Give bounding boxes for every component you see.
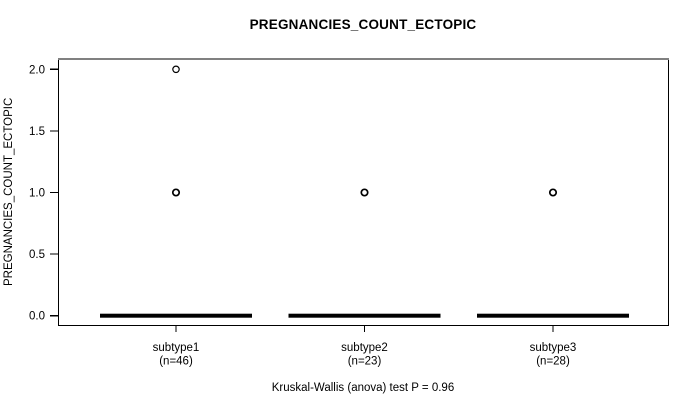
outlier-point: [360, 188, 369, 197]
group-n-label: (n=23): [348, 356, 382, 368]
y-tick-label: 0.5: [29, 249, 45, 261]
group-n-label: (n=28): [536, 356, 570, 368]
group-label: subtype3: [530, 342, 577, 354]
outlier-point: [171, 188, 181, 197]
chart-title: PREGNANCIES_COUNT_ECTOPIC: [249, 17, 477, 32]
box-median-bar: [288, 313, 441, 318]
outlier-point: [548, 188, 558, 197]
y-tick-label: 1.0: [29, 188, 45, 200]
y-tick-label: 1.5: [29, 126, 45, 138]
y-tick-label: 0.0: [29, 311, 45, 323]
box-median-bar: [100, 313, 252, 318]
y-tick-label: 2.0: [29, 64, 45, 76]
group-label: subtype2: [341, 342, 388, 354]
outlier-point: [172, 65, 180, 74]
box-median-bar: [477, 313, 629, 318]
group-label: subtype1: [153, 342, 200, 354]
group-n-label: (n=46): [159, 356, 193, 368]
stat-test-caption: Kruskal-Wallis (anova) test P = 0.96: [271, 382, 455, 394]
